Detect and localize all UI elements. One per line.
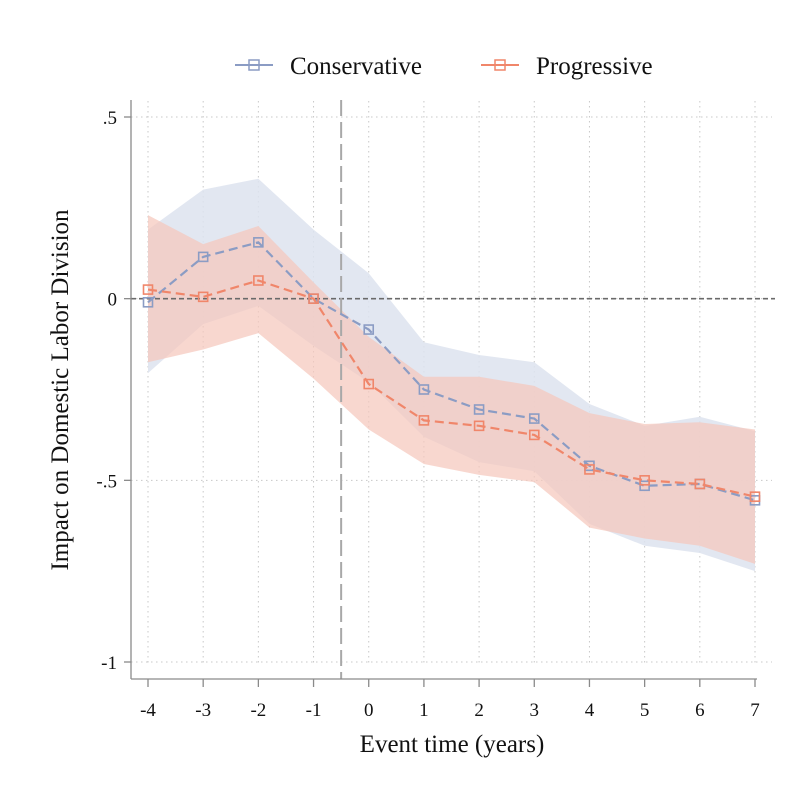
point-conservative-3	[528, 413, 540, 424]
point-progressive-0	[363, 378, 375, 390]
axes	[124, 100, 757, 687]
reference-lines	[131, 100, 775, 679]
y-tick-label-1: 0	[108, 290, 118, 311]
point-progressive-6	[694, 478, 706, 490]
ci-band-progressive	[148, 215, 755, 564]
series-lines	[147, 241, 756, 502]
point-conservative-2	[473, 404, 485, 415]
x-tick-label-4: 0	[364, 700, 374, 721]
point-progressive-3	[528, 429, 540, 441]
point-progressive--2	[253, 275, 264, 286]
point-progressive-4	[584, 464, 595, 475]
x-tick-label-1: -3	[195, 700, 211, 721]
x-tick-label-8: 4	[585, 700, 595, 721]
point-progressive--3	[197, 291, 209, 303]
x-tick-label-7: 3	[530, 700, 540, 721]
point-progressive-5	[639, 475, 650, 486]
legend-label-progressive: Progressive	[536, 53, 653, 80]
y-tick-label-0: .5	[103, 108, 117, 129]
point-conservative-0	[363, 324, 375, 335]
point-conservative-5	[639, 480, 650, 492]
x-tick-label-2: -2	[250, 700, 266, 721]
x-tick-label-0: -4	[140, 700, 156, 721]
legend-label-conservative: Conservative	[290, 53, 422, 80]
x-tick-label-10: 6	[695, 700, 705, 721]
series-markers	[142, 237, 761, 506]
series-line-conservative	[147, 241, 756, 502]
y-tick-label-2: -.5	[96, 471, 117, 492]
x-tick-label-6: 2	[474, 700, 484, 721]
point-progressive--1	[308, 293, 319, 304]
legend: Conservative Progressive	[235, 53, 653, 80]
x-tick-label-11: 7	[750, 700, 760, 721]
x-axis-label: Event time (years)	[360, 731, 545, 758]
point-progressive--4	[142, 284, 154, 295]
x-tick-label-5: 1	[419, 700, 429, 721]
tick-labels: .5 0 -.5 -1 -4 -3 -2 -1 0 1 2 3 4 5 6 7	[96, 108, 759, 721]
x-tick-label-3: -1	[306, 700, 322, 721]
point-progressive-7	[749, 491, 761, 502]
y-axis-label: Impact on Domestic Labor Division	[47, 209, 74, 571]
confidence-bands	[148, 178, 755, 572]
point-conservative--4	[142, 296, 154, 308]
point-progressive-2	[473, 420, 485, 432]
series-line-progressive	[147, 279, 756, 498]
point-conservative-1	[418, 384, 430, 395]
x-tick-label-9: 5	[640, 700, 650, 721]
legend-marker-progressive	[494, 59, 506, 71]
point-conservative--2	[253, 237, 264, 248]
y-tick-label-3: -1	[101, 653, 117, 674]
point-conservative--3	[197, 251, 209, 263]
legend-marker-conservative	[248, 59, 260, 71]
point-progressive-1	[418, 415, 430, 426]
